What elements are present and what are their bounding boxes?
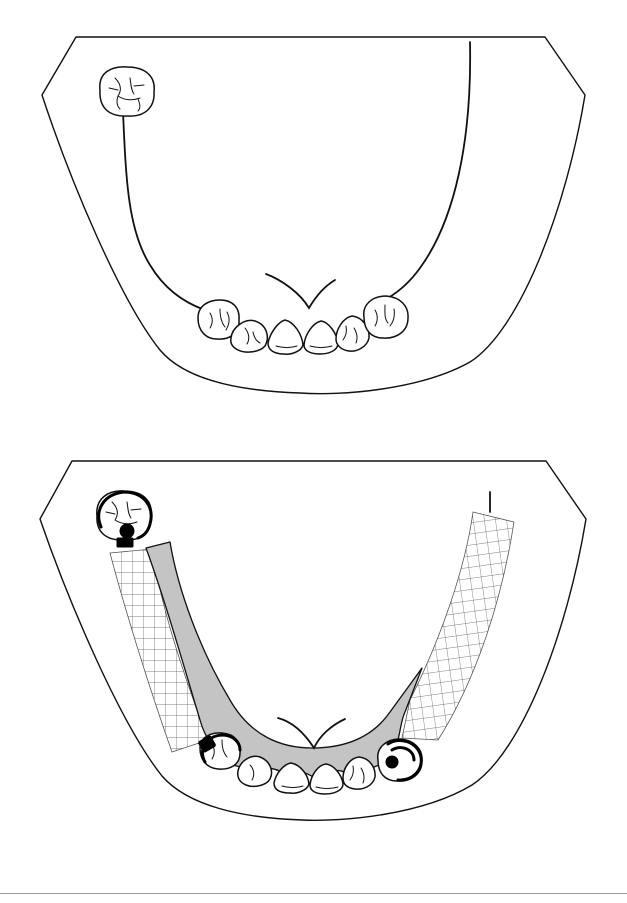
bottom-arch-diagram: [39, 460, 587, 821]
top-lingual-frenum: [265, 273, 336, 310]
bottom-divider: [0, 893, 627, 894]
bottom-anterior-teeth: [198, 732, 423, 795]
occlusal-rest: [119, 523, 135, 539]
retention-mesh-right: [401, 511, 515, 741]
circumferential-clasp: [97, 490, 153, 540]
top-anterior-teeth: [197, 295, 409, 355]
top-molar-tooth: [99, 66, 155, 117]
bottom-molar-tooth: [96, 490, 153, 548]
bottom-lingual-frenum: [277, 717, 346, 750]
top-arch-diagram: [41, 36, 586, 395]
canine-clasp-right: [386, 739, 423, 782]
occlusal-rest-right: [385, 755, 399, 769]
top-arch-outline: [41, 36, 586, 395]
top-ridge-right: [387, 41, 472, 299]
bottom-arch-outline: [39, 460, 587, 821]
top-ridge-left: [122, 111, 206, 311]
occlusal-rest-left-canine: [198, 735, 216, 753]
